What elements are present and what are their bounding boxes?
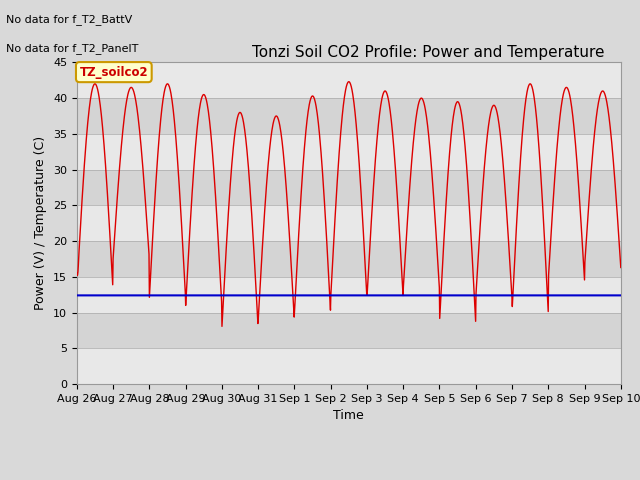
Legend: CR23X Temperature, CR23X Voltage: CR23X Temperature, CR23X Voltage xyxy=(181,477,516,480)
Bar xyxy=(77,205,621,241)
CR23X Temperature xyxy=(434,260,442,265)
CR23X Voltage xyxy=(255,292,262,298)
Bar xyxy=(77,169,621,205)
Y-axis label: Power (V) / Temperature (C): Power (V) / Temperature (C) xyxy=(35,136,47,310)
Text: No data for f_T2_BattV: No data for f_T2_BattV xyxy=(6,14,132,25)
CR23X Voltage xyxy=(617,292,625,298)
Bar xyxy=(77,241,621,277)
Text: Tonzi Soil CO2 Profile: Power and Temperature: Tonzi Soil CO2 Profile: Power and Temper… xyxy=(252,45,604,60)
CR23X Temperature xyxy=(255,302,263,308)
CR23X Temperature xyxy=(345,79,353,84)
CR23X Temperature xyxy=(617,264,625,270)
Bar xyxy=(77,348,621,384)
CR23X Temperature xyxy=(553,146,561,152)
CR23X Voltage xyxy=(194,292,202,298)
CR23X Temperature xyxy=(73,270,81,276)
X-axis label: Time: Time xyxy=(333,409,364,422)
CR23X Voltage xyxy=(433,292,441,298)
CR23X Temperature xyxy=(218,324,226,329)
Text: No data for f_T2_PanelT: No data for f_T2_PanelT xyxy=(6,43,139,54)
CR23X Voltage xyxy=(552,292,560,298)
Bar xyxy=(77,277,621,312)
Line: CR23X Temperature: CR23X Temperature xyxy=(77,82,621,326)
CR23X Voltage xyxy=(73,292,81,298)
CR23X Temperature xyxy=(505,244,513,250)
Bar xyxy=(77,134,621,169)
Bar xyxy=(77,312,621,348)
CR23X Temperature xyxy=(194,120,202,125)
CR23X Temperature xyxy=(180,276,188,281)
Text: TZ_soilco2: TZ_soilco2 xyxy=(79,66,148,79)
CR23X Voltage xyxy=(180,292,188,298)
Bar xyxy=(77,62,621,98)
Bar xyxy=(77,98,621,134)
CR23X Voltage xyxy=(504,292,512,298)
